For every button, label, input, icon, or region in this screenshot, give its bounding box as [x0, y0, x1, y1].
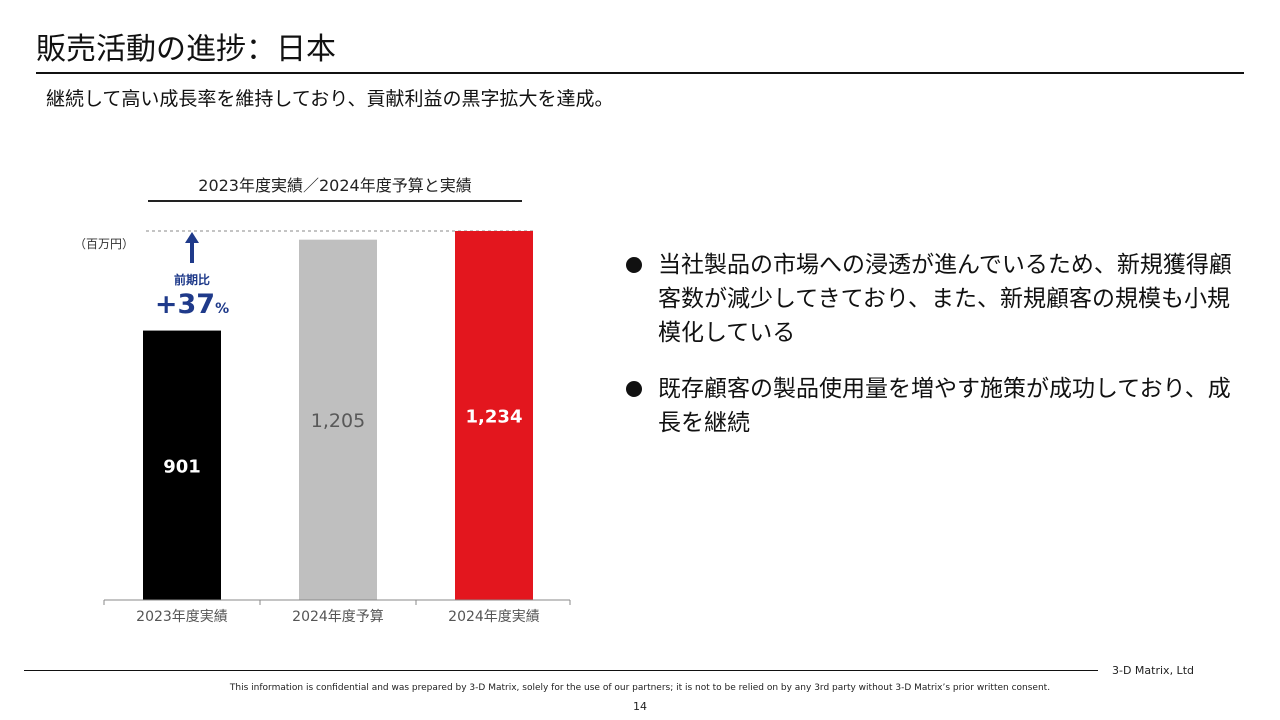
- x-axis-ticks: [103, 600, 571, 605]
- growth-value: +37%: [140, 287, 244, 327]
- bar-3: [455, 231, 533, 600]
- chart-title: 2023年度実績／2024年度予算と実績: [198, 176, 472, 195]
- bars-group: [143, 231, 533, 600]
- bar-1: [143, 330, 221, 600]
- category-label: 2023年度実績: [136, 609, 228, 625]
- category-labels-group: 2023年度実績 2024年度予算 2024年度実績: [136, 609, 540, 625]
- bullet-dot-icon: [626, 381, 642, 397]
- bar-value-label: 1,205: [311, 410, 365, 432]
- growth-number: +37: [154, 289, 216, 320]
- chart-title-underline: [148, 200, 522, 202]
- company-name: 3-D Matrix, Ltd: [1112, 664, 1194, 677]
- category-label: 2024年度実績: [448, 609, 540, 625]
- bullet-item: 既存顧客の製品使用量を増やす施策が成功しており、成長を継続: [626, 372, 1236, 440]
- value-labels-group: 901 1,205 1,234: [163, 407, 522, 478]
- bullet-text: 既存顧客の製品使用量を増やす施策が成功しており、成長を継続: [658, 376, 1231, 436]
- bar-value-label: 1,234: [466, 407, 523, 428]
- footer-divider: [24, 670, 1098, 671]
- growth-label: 前期比: [173, 273, 210, 287]
- page-subtitle: 継続して高い成長率を維持しており、貢献利益の黒字拡大を達成。: [46, 88, 614, 110]
- growth-unit: %: [215, 301, 230, 317]
- chart-unit-label: （百万円）: [74, 237, 135, 251]
- bullet-text: 当社製品の市場への浸透が進んでいるため、新規獲得顧客数が減少してきており、また、…: [658, 252, 1232, 346]
- confidentiality-notice: This information is confidential and was…: [229, 683, 1051, 693]
- bar-chart: 901 1,205 1,234 2023年度実績 2024年度予算 2024年度実績: [103, 230, 571, 625]
- growth-arrow-icon: [185, 232, 199, 263]
- page-title: 販売活動の進捗：日本: [36, 32, 336, 67]
- bullet-item: 当社製品の市場への浸透が進んでいるため、新規獲得顧客数が減少してきており、また、…: [626, 248, 1236, 350]
- category-label: 2024年度予算: [292, 609, 384, 625]
- bullet-list: 当社製品の市場への浸透が進んでいるため、新規獲得顧客数が減少してきており、また、…: [626, 248, 1236, 462]
- bar-value-label: 901: [163, 456, 201, 477]
- title-divider: [36, 72, 1244, 74]
- page-number: 14: [633, 700, 647, 713]
- bullet-dot-icon: [626, 257, 642, 273]
- bar-2: [299, 239, 377, 600]
